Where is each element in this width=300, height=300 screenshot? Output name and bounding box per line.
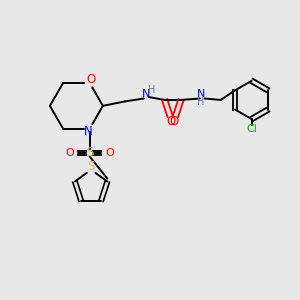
Text: H: H (148, 85, 155, 95)
Text: O: O (105, 148, 114, 158)
Text: S: S (87, 160, 95, 173)
Text: N: N (84, 125, 92, 138)
Text: N: N (197, 89, 205, 99)
Text: O: O (169, 115, 179, 128)
Text: Cl: Cl (246, 124, 257, 134)
Text: N: N (141, 89, 150, 99)
Text: O: O (167, 115, 176, 128)
Text: S: S (86, 146, 93, 159)
Text: O: O (65, 148, 74, 158)
Text: H: H (197, 97, 205, 107)
Text: O: O (86, 73, 96, 86)
